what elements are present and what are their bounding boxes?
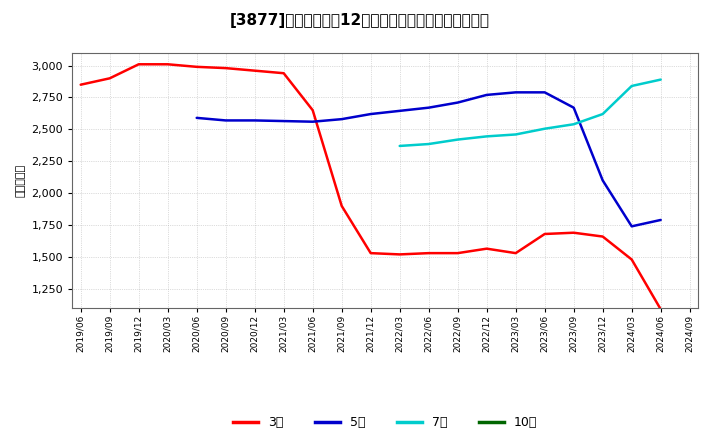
Text: [3877]　当期純利益12か月移動合計の標準偏差の推移: [3877] 当期純利益12か月移動合計の標準偏差の推移 [230, 13, 490, 28]
Y-axis label: （百万円）: （百万円） [16, 164, 26, 197]
Legend: 3年, 5年, 7年, 10年: 3年, 5年, 7年, 10年 [228, 411, 542, 434]
